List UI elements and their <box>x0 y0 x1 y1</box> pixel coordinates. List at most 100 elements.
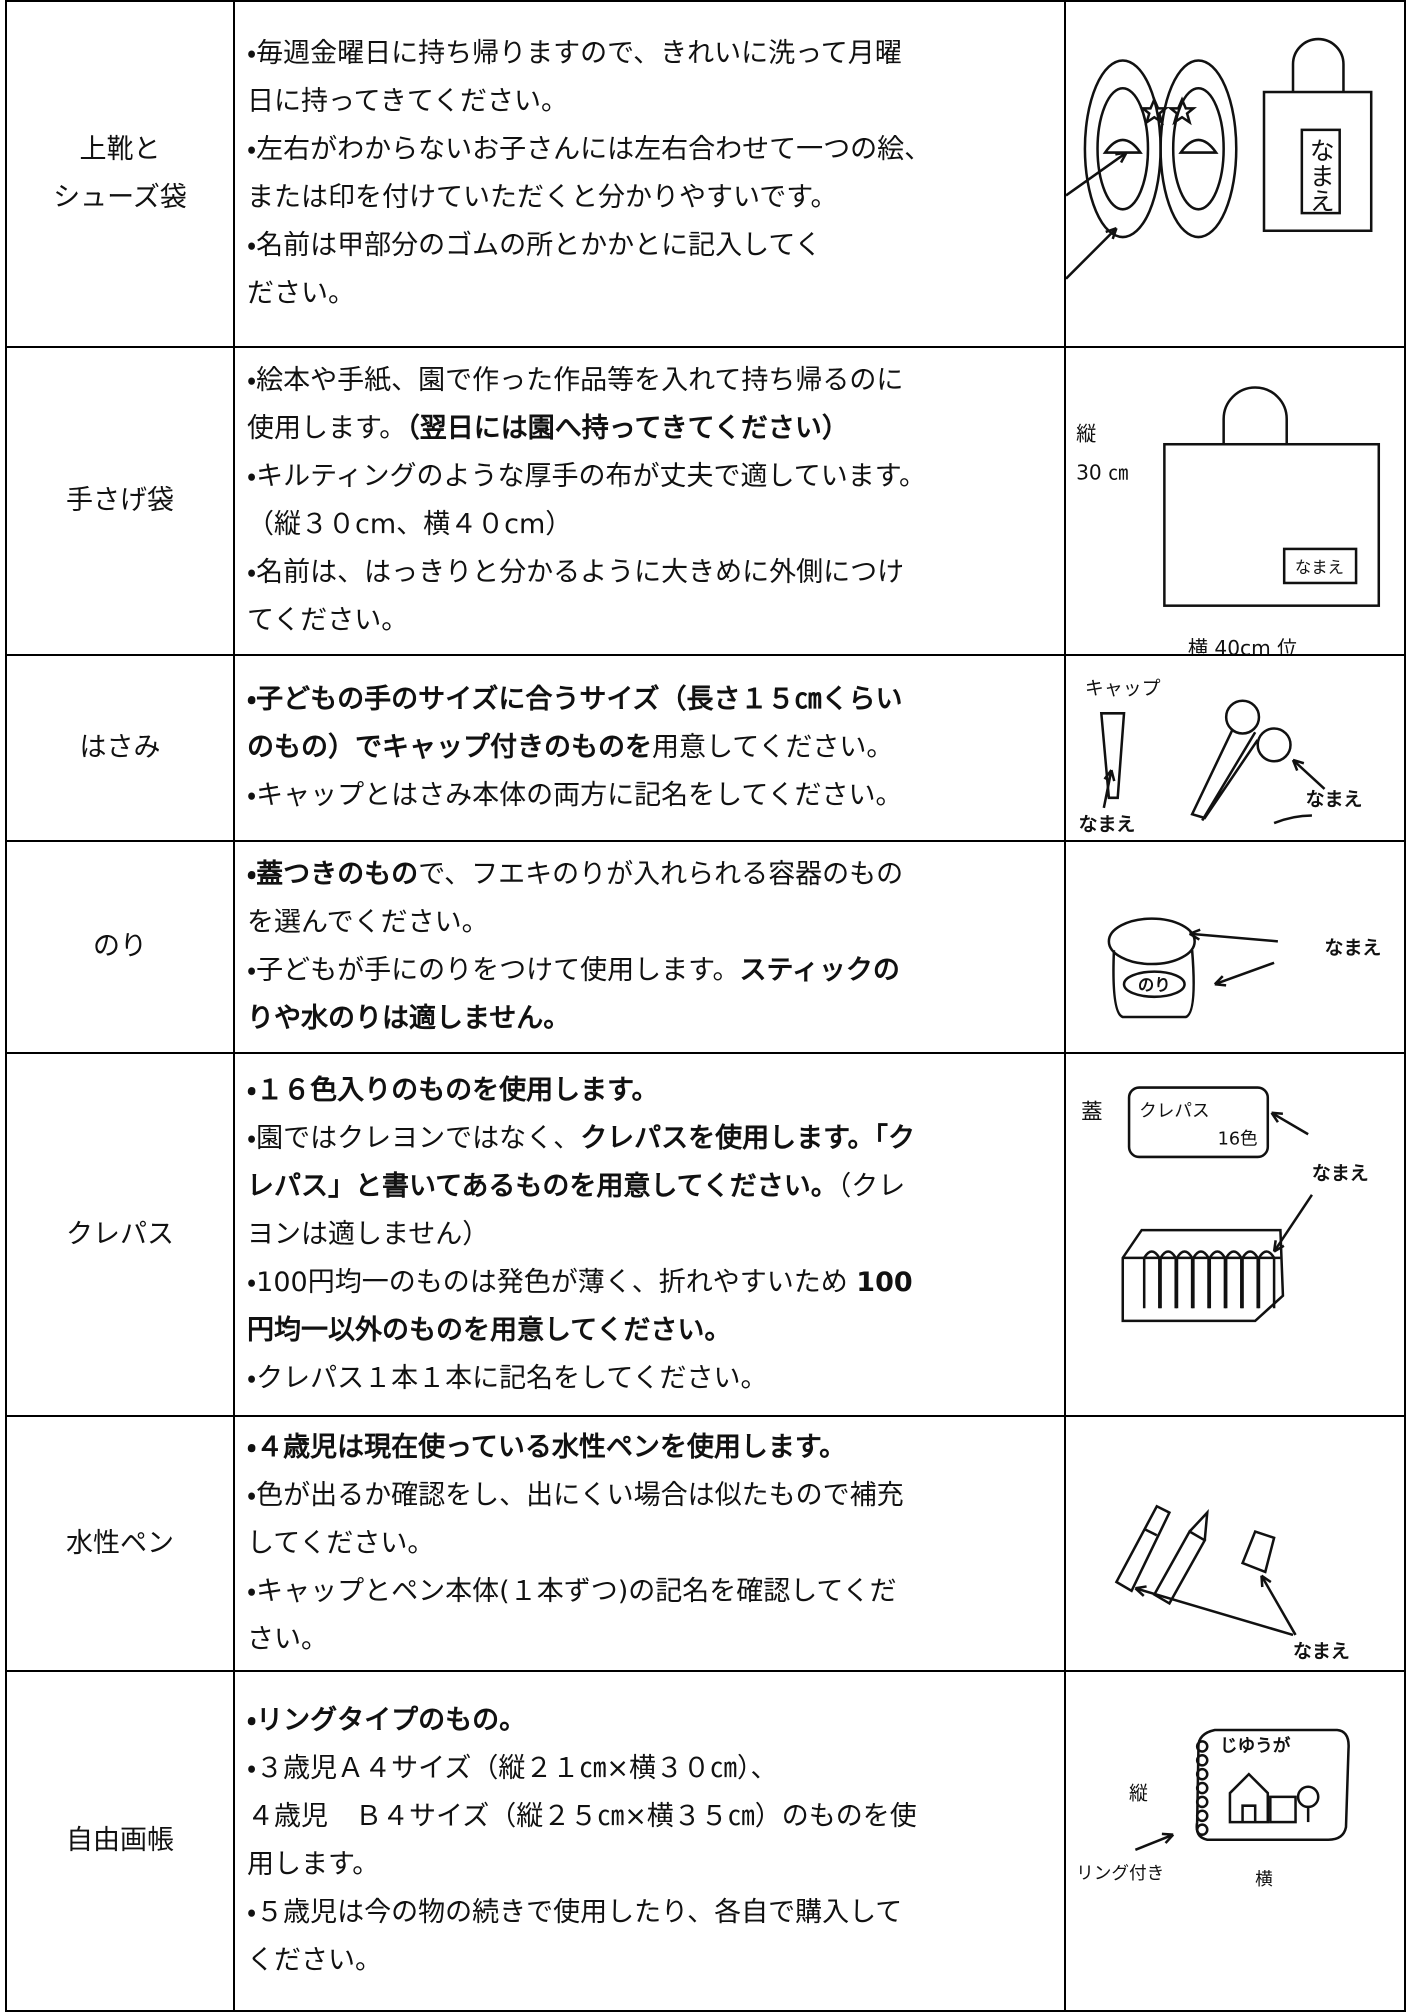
illustration-label: 縦 <box>1129 1782 1148 1804</box>
table-row: はさみ ・子どもの手のサイズに合うサイズ（長さ１５㎝くらい のもの）でキャップ付きの… <box>7 656 1404 842</box>
description-line: 日に持ってきてください。 <box>247 78 1064 126</box>
drawing <box>1164 1833 1175 1844</box>
description-text: ・左右がわからないお子さんには左右合わせて一つの絵、 <box>247 134 932 165</box>
description-line: ださい。 <box>247 270 1064 318</box>
description-line: ・名前は、はっきりと分かるように大きめに外側につけ <box>247 549 1064 597</box>
item-cell: はさみ <box>7 656 235 840</box>
illustration-label: じゆうが <box>1220 1734 1291 1756</box>
illustration-label: なまえ <box>1306 137 1335 213</box>
drawing <box>1135 1585 1147 1590</box>
description-text: ・色が出るか確認をし、出にくい場合は似たもので補充 <box>247 1479 904 1511</box>
illustration-label: 横 <box>1255 1869 1273 1890</box>
drawing <box>1292 759 1326 790</box>
item-cell: 水性ペン <box>7 1417 235 1670</box>
drawing <box>1127 1086 1270 1159</box>
drawing <box>1224 1250 1243 1309</box>
drawing <box>1195 1809 1209 1823</box>
description-cell: ・リングタイプのもの。・３歳児Ａ４サイズ（縦２１㎝×横３０㎝）、 ４歳児 Ｂ４サイ… <box>235 1672 1066 2010</box>
drawing <box>1161 1832 1174 1836</box>
drawing <box>1195 1740 1209 1753</box>
illustration-label: 30 ㎝ <box>1076 461 1128 485</box>
drawing <box>1139 96 1170 126</box>
item-name: 上靴と <box>79 134 161 165</box>
description-line: ・左右がわからないお子さんには左右合わせて一つの絵、 <box>247 126 1064 174</box>
drawing <box>1224 699 1261 735</box>
description-text: 用します。 <box>247 1849 380 1880</box>
table-row: 自由画帳 ・リングタイプのもの。・３歳児Ａ４サイズ（縦２１㎝×横３０㎝）、 ４歳児 … <box>7 1672 1404 2012</box>
description-text: を選んでください。 <box>247 907 489 938</box>
description-text: 使用します。 <box>247 413 407 444</box>
description-text: ・クレパス１本１本に記名をしてください。 <box>247 1362 768 1394</box>
drawing <box>1112 950 1195 1019</box>
table-row: 上靴と シューズ袋 ・毎週金曜日に持ち帰りますので、きれいに洗って月曜 日に持ってきて… <box>7 2 1404 348</box>
description-line: または印を付けていただくと分かりやすいです。 <box>247 174 1064 222</box>
item-name: 水性ペン <box>66 1527 174 1559</box>
description-text: ・リングタイプのもの。 <box>247 1705 527 1736</box>
drawing <box>1134 1587 1145 1597</box>
description-line: ・色が出るか確認をし、出にくい場合は似たもので補充 <box>247 1472 1064 1520</box>
drawing <box>1195 1728 1350 1841</box>
drawing <box>1159 1250 1177 1309</box>
drawing <box>1195 1767 1209 1781</box>
drawing <box>1269 1795 1297 1824</box>
description-line: さい。 <box>247 1616 1064 1664</box>
description-text: ・４歳児は現在使っている水性ペンを使用します。 <box>247 1431 847 1463</box>
item-name: 自由画帳 <box>66 1825 174 1856</box>
drawing <box>1195 1781 1209 1795</box>
table-row: 水性ペン ・４歳児は現在使っている水性ペンを使用します。・色が出るか確認をし、出に… <box>7 1417 1404 1672</box>
description-cell: ・子どもの手のサイズに合うサイズ（長さ１５㎝くらい のもの）でキャップ付きのものを… <box>235 656 1066 840</box>
description-line: ・４歳児は現在使っている水性ペンを使用します。 <box>247 1424 1064 1472</box>
description-line: ・園ではクレヨンではなく、クレパスを使用します。「ク <box>247 1115 1064 1163</box>
illustration-label: なまえ <box>1295 558 1344 577</box>
description-text: 円均一以外のものを用意してください。 <box>247 1314 732 1346</box>
description-text: ・毎週金曜日に持ち帰りますので、きれいに洗って月曜 <box>247 38 902 69</box>
description-line: してください。 <box>247 1520 1064 1568</box>
description-line: ・クレパス１本１本に記名をしてください。 <box>247 1355 1064 1403</box>
item-cell: 上靴と シューズ袋 <box>7 2 235 346</box>
drawing <box>1175 1250 1194 1309</box>
description-cell: ・毎週金曜日に持ち帰りますので、きれいに洗って月曜 日に持ってきてください。・左右… <box>235 2 1066 346</box>
drawing <box>1142 1250 1161 1309</box>
description-line: ・５歳児は今の物の続きで使用したり、各自で購入して <box>247 1889 1064 1937</box>
drawing <box>1107 917 1196 966</box>
drawing <box>1189 928 1201 935</box>
description-line: レパス」と書いてあるものを用意してください。（クレ <box>247 1163 1064 1211</box>
drawing <box>1273 814 1312 825</box>
description-text: ・３歳児Ａ４サイズ（縦２１㎝×横３０㎝）、 <box>247 1753 778 1784</box>
drawing <box>1102 769 1113 809</box>
illustration-label: 縦 <box>1076 421 1096 445</box>
illustration-cell: キャップ なまえ なまえ <box>1066 656 1404 840</box>
illustration-label: なまえ <box>1079 814 1136 836</box>
table-row: のり ・蓋つきのもので、フエキのりが入れられる容器のもの を選んでください。 ・子ども… <box>7 842 1404 1054</box>
illustration: なまえ <box>1114 1504 1350 1663</box>
illustration-label: リング付き <box>1076 1863 1164 1884</box>
illustration-cell: 蓋 クレパス 16色 なまえ <box>1066 1054 1404 1415</box>
drawing <box>1122 970 1186 999</box>
drawing <box>1105 227 1117 234</box>
description-text: で、フエキのりが入れられる容器のもの <box>418 859 904 890</box>
description-text: ４歳児 Ｂ４サイズ（縦２５㎝×横３５㎝）のものを使 <box>247 1801 917 1832</box>
illustration-label: 16色 <box>1218 1128 1258 1149</box>
drawing <box>1256 727 1292 763</box>
description-text: ください。 <box>247 1945 382 1976</box>
description-line: ・キャップとペン本体(１本ずつ)の記名を確認してくだ <box>247 1568 1064 1616</box>
description-line: ・３歳児Ａ４サイズ（縦２１㎝×横３０㎝）、 <box>247 1745 1064 1793</box>
description-line: ・子どもの手のサイズに合うサイズ（長さ１５㎝くらい <box>247 676 1064 724</box>
description-text: 日に持ってきてください。 <box>247 86 569 117</box>
drawing <box>1099 712 1126 800</box>
drawing <box>1171 86 1225 211</box>
drawing <box>1300 128 1341 215</box>
drawing <box>1178 138 1219 154</box>
description-text: （縦３０cm、横４０cm） <box>247 509 573 540</box>
item-name: シューズ袋 <box>53 182 187 213</box>
description-line: ・１６色入りのものを使用します。 <box>247 1067 1064 1115</box>
drawing <box>1143 1527 1158 1537</box>
description-line: 使用します。（翌日には園へ持ってきてください） <box>247 405 1064 453</box>
description-text: さい。 <box>247 1623 328 1655</box>
description-text: ・蓋つきのもの <box>247 859 419 890</box>
drawing <box>1110 769 1116 782</box>
description-text: ・絵本や手紙、園で作った作品等を入れて持ち帰るのに <box>247 365 904 396</box>
